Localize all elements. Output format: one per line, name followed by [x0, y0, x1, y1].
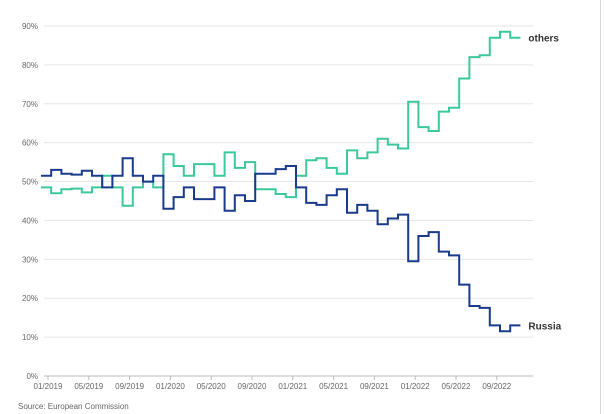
x-tick-label: 05/2022: [442, 382, 471, 391]
x-tick-label: 05/2019: [74, 382, 103, 391]
x-tick-label: 05/2020: [197, 382, 226, 391]
series-label-russia: Russia: [528, 321, 561, 332]
y-tick-label: 90%: [22, 22, 38, 31]
series-line-russia: [41, 157, 521, 333]
x-tick-label: 09/2021: [360, 382, 389, 391]
x-tick-label: 09/2022: [482, 382, 511, 391]
y-tick-label: 80%: [22, 61, 38, 70]
x-tick-label: 09/2020: [238, 382, 267, 391]
grid-lines: [44, 25, 533, 377]
x-axis-tick-labels: 01/2019 05/2019 09/2019 01/2020 05/2020 09/20…: [34, 376, 512, 391]
y-tick-label: 30%: [22, 255, 38, 264]
x-tick-label: 01/2019: [34, 382, 63, 391]
panel-border: [600, 0, 601, 414]
y-tick-label: 50%: [22, 178, 38, 187]
series-label-others: others: [528, 34, 559, 45]
x-tick-label: 09/2019: [115, 382, 144, 391]
y-tick-label: 0%: [26, 372, 38, 381]
y-tick-label: 20%: [22, 294, 38, 303]
source-note: Source: European Commission: [18, 402, 129, 411]
x-tick-label: 01/2022: [401, 382, 430, 391]
series-line-others: [41, 30, 521, 207]
y-tick-label: 40%: [22, 216, 38, 225]
x-tick-label: 01/2021: [278, 382, 307, 391]
y-axis-tick-labels: 0% 10% 20% 30% 40% 50% 60% 70% 80% 90%: [22, 22, 38, 381]
y-tick-label: 60%: [22, 139, 38, 148]
series-lines: [41, 30, 521, 333]
x-tick-label: 05/2021: [319, 382, 348, 391]
x-tick-label: 01/2020: [156, 382, 185, 391]
y-tick-label: 70%: [22, 100, 38, 109]
y-tick-label: 10%: [22, 333, 38, 342]
series-labels: others Russia: [528, 34, 561, 333]
